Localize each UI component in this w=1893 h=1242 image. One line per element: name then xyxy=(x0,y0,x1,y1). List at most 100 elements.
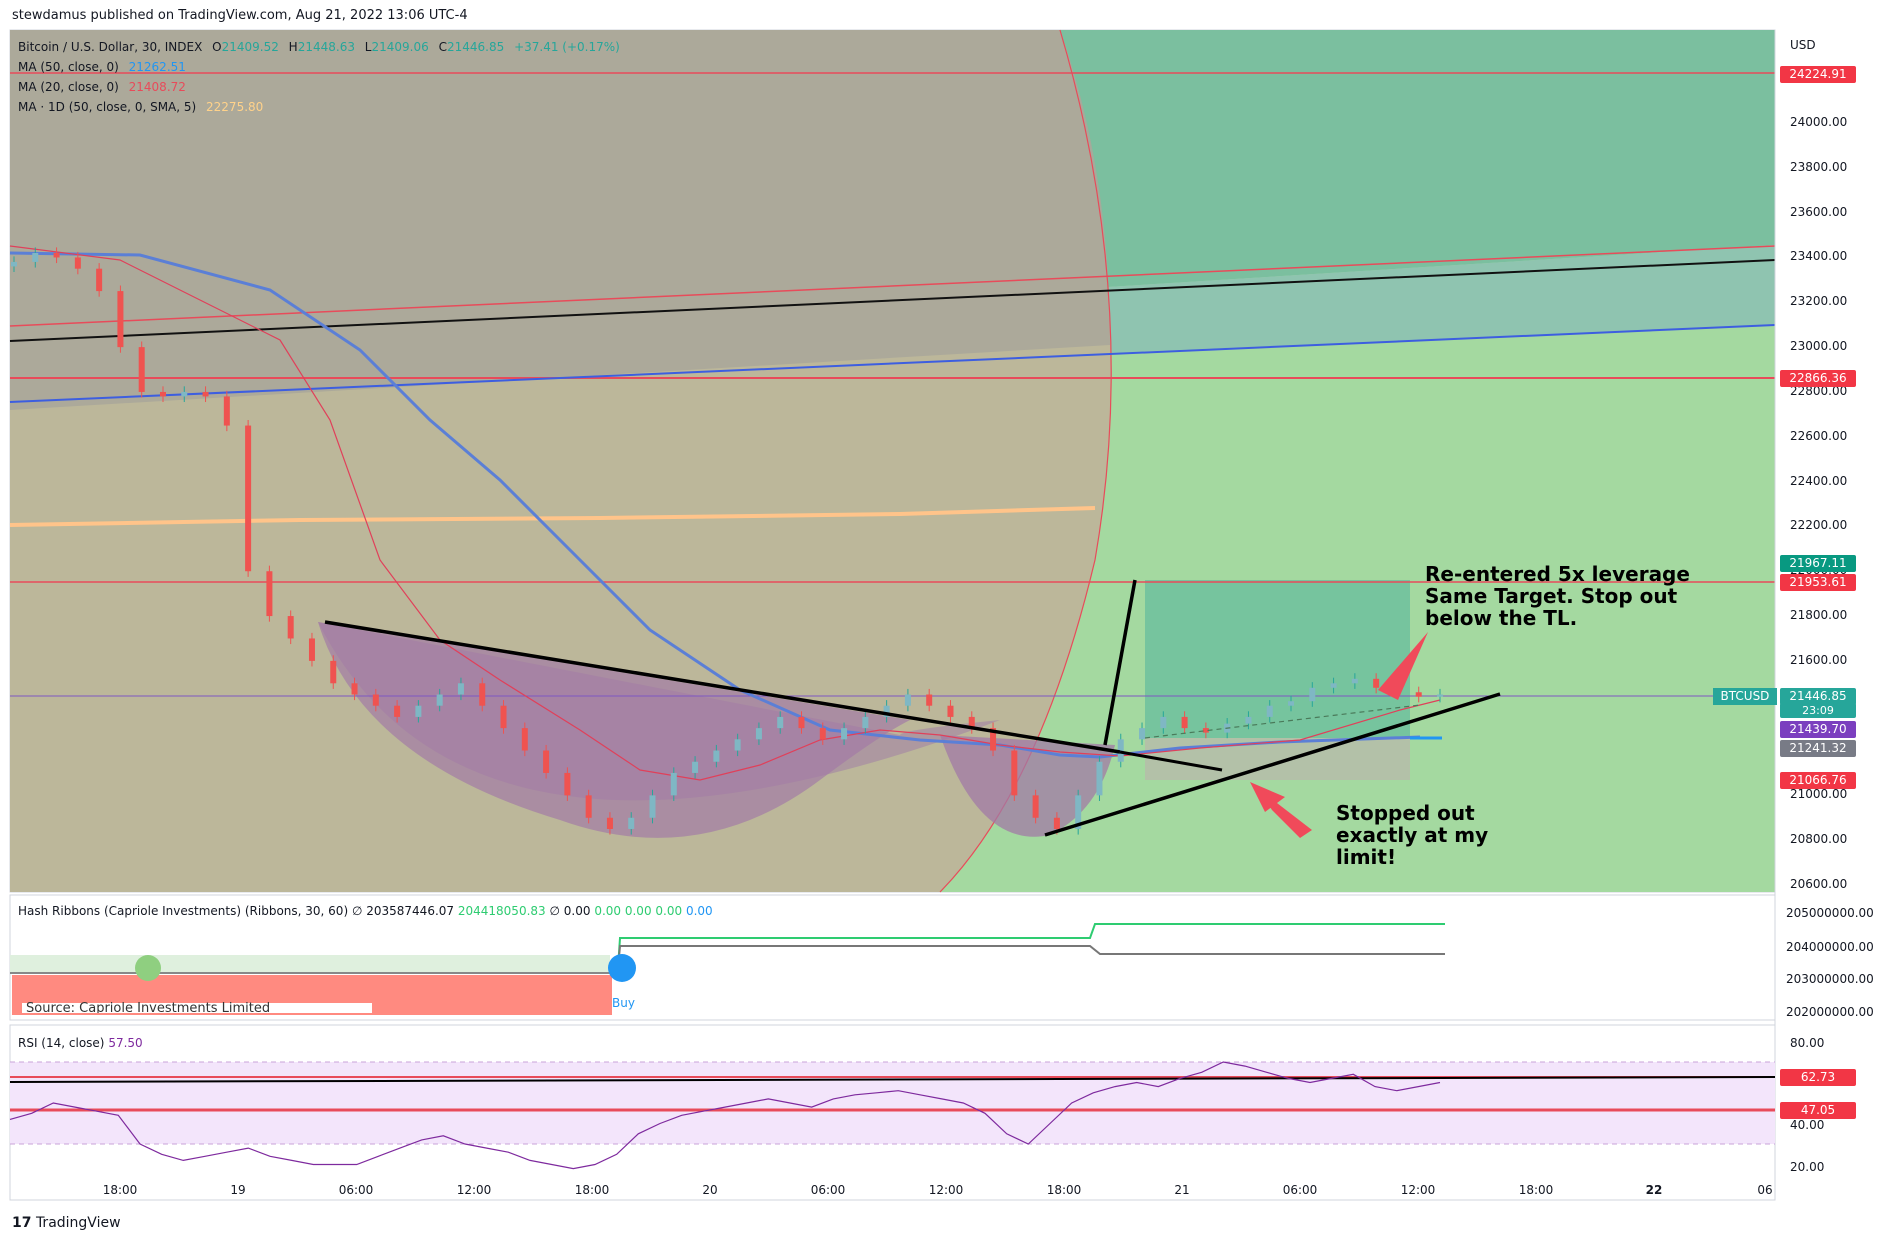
rsi-label: RSI (14, close) xyxy=(18,1036,105,1050)
candle-body xyxy=(926,694,933,706)
candle-body xyxy=(415,705,422,717)
hash-green-band xyxy=(10,955,610,973)
price-tag: 24224.91 xyxy=(1780,66,1856,83)
rsi-line xyxy=(9,1061,1441,1170)
footer-brand[interactable]: 𝟭𝟳 TradingView xyxy=(12,1215,121,1231)
annotation-reentry: Re-entered 5x leverage Same Target. Stop… xyxy=(1425,562,1690,630)
time-axis-label: 06 xyxy=(1757,1183,1773,1197)
candle-body xyxy=(713,750,720,762)
ma20-legend[interactable]: MA (20, close, 0) 21408.72 xyxy=(18,80,186,94)
price-tag: 21066.76 xyxy=(1780,772,1856,789)
hash-ribbons-label: Hash Ribbons (Capriole Investments) (Rib… xyxy=(18,904,349,918)
candle-body xyxy=(883,705,890,717)
position-box xyxy=(1145,580,1410,738)
low-label: L xyxy=(364,40,372,54)
price-tag: 21953.61 xyxy=(1780,574,1856,591)
candle-body xyxy=(990,728,997,751)
price-tag: 21967.11 xyxy=(1780,555,1856,572)
candle-body xyxy=(798,716,805,729)
price-tick-label: 21000.00 xyxy=(1790,787,1848,802)
time-axis-label: 20 xyxy=(702,1183,718,1197)
ticker-tag: BTCUSD xyxy=(1713,688,1777,705)
time-axis-label: 12:00 xyxy=(456,1183,492,1197)
candle-body xyxy=(1075,795,1082,829)
candle-body xyxy=(862,716,869,729)
rsi-tick-label: 40.00 xyxy=(1790,1118,1825,1132)
candle-body xyxy=(223,396,230,426)
trendline-neck xyxy=(324,620,1121,754)
time-axis-label: 18:00 xyxy=(1046,1183,1082,1197)
open-label: O xyxy=(212,40,222,54)
candle-body xyxy=(372,694,379,706)
candle-body xyxy=(138,347,145,392)
arrow-stopped-head xyxy=(1250,782,1285,812)
hash-circle-2: ∅ xyxy=(549,904,560,918)
annotation-stopped: Stopped out exactly at my limit! xyxy=(1336,801,1489,869)
candle-body xyxy=(1202,728,1209,733)
candle-body xyxy=(436,694,443,706)
candle-body xyxy=(308,638,315,661)
price-tag: 21439.70 xyxy=(1780,721,1856,738)
rsi-band xyxy=(10,1062,1775,1144)
candle-body xyxy=(692,761,699,773)
ma1d-legend[interactable]: MA · 1D (50, close, 0, SMA, 5) 22275.80 xyxy=(18,100,263,114)
price-tick-label: 23000.00 xyxy=(1790,339,1848,354)
rsi-black-line xyxy=(9,1076,1776,1083)
candle-body xyxy=(202,391,209,397)
cup-right xyxy=(940,735,1115,837)
candle-body xyxy=(543,750,550,773)
candle-body xyxy=(1245,716,1252,724)
price-tick-label: 22600.00 xyxy=(1790,428,1848,443)
candle-body xyxy=(1309,687,1316,702)
time-axis-label: 19 xyxy=(230,1183,246,1197)
candle-body xyxy=(1139,728,1146,740)
hash-blue-dot xyxy=(608,954,636,982)
ma50-value: 21262.51 xyxy=(128,60,186,74)
price-tick-label: 21800.00 xyxy=(1790,608,1848,623)
hash-v7: 0.00 xyxy=(685,904,713,918)
stop-box xyxy=(1145,738,1410,780)
time-axis-label: 18:00 xyxy=(102,1183,138,1197)
hash-v4: 0.00 xyxy=(594,904,622,918)
tradingview-logo-icon: 𝟭𝟳 xyxy=(12,1215,32,1231)
time-axis-label: 12:00 xyxy=(1400,1183,1436,1197)
price-tick-label: 23400.00 xyxy=(1790,249,1848,264)
candle-body xyxy=(351,683,358,695)
ma20-label: MA (20, close, 0) xyxy=(18,80,119,94)
ma50-legend[interactable]: MA (50, close, 0) 21262.51 xyxy=(18,60,186,74)
candle-body xyxy=(1011,750,1018,796)
hash-v1: 203587446.07 xyxy=(366,904,455,918)
time-axis-label: 21 xyxy=(1174,1183,1190,1197)
candle-body xyxy=(181,391,188,397)
candle-body xyxy=(841,728,848,740)
price-tag: 23:09 xyxy=(1780,703,1856,718)
rsi-tick-label: 20.00 xyxy=(1790,1160,1825,1174)
candle-body xyxy=(564,772,571,796)
dashed-projection xyxy=(1144,704,1421,739)
hash-ribbons-legend[interactable]: Hash Ribbons (Capriole Investments) (Rib… xyxy=(18,904,713,918)
high-value: 21448.63 xyxy=(297,40,355,54)
price-tick-label: 21600.00 xyxy=(1790,652,1848,667)
symbol-legend: Bitcoin / U.S. Dollar, 30, INDEX O21409.… xyxy=(18,40,620,54)
ma1d-label: MA · 1D (50, close, 0, SMA, 5) xyxy=(18,100,197,114)
candle-body xyxy=(1288,701,1295,706)
rsi-value: 57.50 xyxy=(108,1036,143,1050)
candle-body xyxy=(1351,678,1358,684)
candle-body xyxy=(904,694,911,706)
candle-body xyxy=(1053,817,1060,829)
arrow-reentry xyxy=(1378,632,1428,700)
candle-body xyxy=(287,616,294,639)
price-tick-label: 22400.00 xyxy=(1790,473,1848,488)
price-tag: 21241.32 xyxy=(1780,740,1856,757)
hash-v3: 0.00 xyxy=(563,904,591,918)
rsi-tick-label: 80.00 xyxy=(1790,1036,1825,1050)
candle-body xyxy=(1330,683,1337,688)
rsi-legend[interactable]: RSI (14, close) 57.50 xyxy=(18,1036,143,1050)
candle-body xyxy=(1266,705,1273,717)
time-axis-label: 18:00 xyxy=(1518,1183,1554,1197)
time-axis-label: 12:00 xyxy=(928,1183,964,1197)
candle-body xyxy=(606,817,613,829)
open-value: 21409.52 xyxy=(221,40,279,54)
candle-body xyxy=(1117,739,1124,762)
